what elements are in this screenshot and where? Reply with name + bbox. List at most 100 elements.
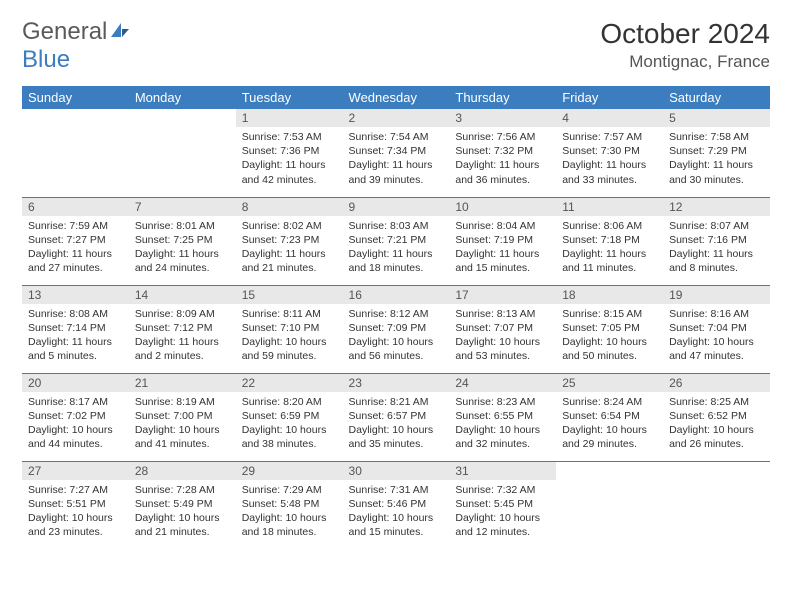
logo: GeneralBlue [22,18,131,74]
calendar-cell-empty [129,109,236,197]
weekday-header: Friday [556,86,663,109]
weekday-header: Thursday [449,86,556,109]
day-number: 7 [129,198,236,216]
day-details: Sunrise: 8:02 AMSunset: 7:23 PMDaylight:… [236,216,343,282]
weekday-header: Sunday [22,86,129,109]
day-details: Sunrise: 8:25 AMSunset: 6:52 PMDaylight:… [663,392,770,458]
day-details: Sunrise: 7:31 AMSunset: 5:46 PMDaylight:… [343,480,450,546]
calendar-cell: 7Sunrise: 8:01 AMSunset: 7:25 PMDaylight… [129,197,236,285]
calendar-cell: 10Sunrise: 8:04 AMSunset: 7:19 PMDayligh… [449,197,556,285]
calendar-cell: 9Sunrise: 8:03 AMSunset: 7:21 PMDaylight… [343,197,450,285]
day-number: 8 [236,198,343,216]
weekday-header: Tuesday [236,86,343,109]
day-number: 21 [129,374,236,392]
month-title: October 2024 [600,18,770,50]
day-number: 14 [129,286,236,304]
weekday-header: Saturday [663,86,770,109]
day-details: Sunrise: 8:19 AMSunset: 7:00 PMDaylight:… [129,392,236,458]
calendar-cell: 8Sunrise: 8:02 AMSunset: 7:23 PMDaylight… [236,197,343,285]
sail-icon [109,18,131,46]
day-details: Sunrise: 8:13 AMSunset: 7:07 PMDaylight:… [449,304,556,370]
calendar-cell: 2Sunrise: 7:54 AMSunset: 7:34 PMDaylight… [343,109,450,197]
calendar-cell: 5Sunrise: 7:58 AMSunset: 7:29 PMDaylight… [663,109,770,197]
day-number: 20 [22,374,129,392]
day-number: 25 [556,374,663,392]
day-details: Sunrise: 7:27 AMSunset: 5:51 PMDaylight:… [22,480,129,546]
day-details: Sunrise: 8:07 AMSunset: 7:16 PMDaylight:… [663,216,770,282]
day-number: 15 [236,286,343,304]
calendar-row: 13Sunrise: 8:08 AMSunset: 7:14 PMDayligh… [22,285,770,373]
weekday-header: Wednesday [343,86,450,109]
day-number: 1 [236,109,343,127]
calendar-row: 20Sunrise: 8:17 AMSunset: 7:02 PMDayligh… [22,373,770,461]
day-number: 5 [663,109,770,127]
title-block: October 2024 Montignac, France [600,18,770,72]
day-details: Sunrise: 7:29 AMSunset: 5:48 PMDaylight:… [236,480,343,546]
day-details: Sunrise: 8:08 AMSunset: 7:14 PMDaylight:… [22,304,129,370]
calendar-cell: 29Sunrise: 7:29 AMSunset: 5:48 PMDayligh… [236,461,343,549]
day-number: 12 [663,198,770,216]
day-number: 24 [449,374,556,392]
calendar-row: 27Sunrise: 7:27 AMSunset: 5:51 PMDayligh… [22,461,770,549]
calendar-cell: 21Sunrise: 8:19 AMSunset: 7:00 PMDayligh… [129,373,236,461]
day-details: Sunrise: 8:15 AMSunset: 7:05 PMDaylight:… [556,304,663,370]
calendar-cell: 20Sunrise: 8:17 AMSunset: 7:02 PMDayligh… [22,373,129,461]
day-details: Sunrise: 8:23 AMSunset: 6:55 PMDaylight:… [449,392,556,458]
calendar-cell: 27Sunrise: 7:27 AMSunset: 5:51 PMDayligh… [22,461,129,549]
day-number: 3 [449,109,556,127]
day-details: Sunrise: 7:56 AMSunset: 7:32 PMDaylight:… [449,127,556,193]
calendar-cell: 19Sunrise: 8:16 AMSunset: 7:04 PMDayligh… [663,285,770,373]
calendar-table: SundayMondayTuesdayWednesdayThursdayFrid… [22,86,770,549]
calendar-cell: 17Sunrise: 8:13 AMSunset: 7:07 PMDayligh… [449,285,556,373]
day-number: 31 [449,462,556,480]
day-details: Sunrise: 8:09 AMSunset: 7:12 PMDaylight:… [129,304,236,370]
calendar-row: 6Sunrise: 7:59 AMSunset: 7:27 PMDaylight… [22,197,770,285]
header: GeneralBlue October 2024 Montignac, Fran… [22,18,770,74]
calendar-cell: 28Sunrise: 7:28 AMSunset: 5:49 PMDayligh… [129,461,236,549]
day-details: Sunrise: 8:17 AMSunset: 7:02 PMDaylight:… [22,392,129,458]
calendar-cell: 6Sunrise: 7:59 AMSunset: 7:27 PMDaylight… [22,197,129,285]
calendar-cell: 4Sunrise: 7:57 AMSunset: 7:30 PMDaylight… [556,109,663,197]
day-number: 16 [343,286,450,304]
calendar-cell: 13Sunrise: 8:08 AMSunset: 7:14 PMDayligh… [22,285,129,373]
day-details: Sunrise: 8:24 AMSunset: 6:54 PMDaylight:… [556,392,663,458]
day-number: 22 [236,374,343,392]
calendar-cell: 23Sunrise: 8:21 AMSunset: 6:57 PMDayligh… [343,373,450,461]
day-number: 28 [129,462,236,480]
calendar-cell: 25Sunrise: 8:24 AMSunset: 6:54 PMDayligh… [556,373,663,461]
calendar-cell: 18Sunrise: 8:15 AMSunset: 7:05 PMDayligh… [556,285,663,373]
weekday-header: Monday [129,86,236,109]
calendar-cell: 30Sunrise: 7:31 AMSunset: 5:46 PMDayligh… [343,461,450,549]
calendar-cell: 14Sunrise: 8:09 AMSunset: 7:12 PMDayligh… [129,285,236,373]
day-number: 19 [663,286,770,304]
day-details: Sunrise: 8:16 AMSunset: 7:04 PMDaylight:… [663,304,770,370]
day-number: 26 [663,374,770,392]
day-details: Sunrise: 7:53 AMSunset: 7:36 PMDaylight:… [236,127,343,193]
day-number: 13 [22,286,129,304]
day-details: Sunrise: 8:20 AMSunset: 6:59 PMDaylight:… [236,392,343,458]
calendar-cell: 3Sunrise: 7:56 AMSunset: 7:32 PMDaylight… [449,109,556,197]
calendar-cell-empty [556,461,663,549]
day-details: Sunrise: 7:54 AMSunset: 7:34 PMDaylight:… [343,127,450,193]
calendar-cell: 16Sunrise: 8:12 AMSunset: 7:09 PMDayligh… [343,285,450,373]
day-details: Sunrise: 8:21 AMSunset: 6:57 PMDaylight:… [343,392,450,458]
day-details: Sunrise: 8:03 AMSunset: 7:21 PMDaylight:… [343,216,450,282]
day-number: 6 [22,198,129,216]
weekday-row: SundayMondayTuesdayWednesdayThursdayFrid… [22,86,770,109]
logo-text-blue: Blue [22,46,70,73]
day-details: Sunrise: 8:01 AMSunset: 7:25 PMDaylight:… [129,216,236,282]
calendar-body: 1Sunrise: 7:53 AMSunset: 7:36 PMDaylight… [22,109,770,549]
day-number: 9 [343,198,450,216]
day-number: 27 [22,462,129,480]
calendar-cell: 26Sunrise: 8:25 AMSunset: 6:52 PMDayligh… [663,373,770,461]
day-number: 29 [236,462,343,480]
calendar-cell: 22Sunrise: 8:20 AMSunset: 6:59 PMDayligh… [236,373,343,461]
calendar-cell: 24Sunrise: 8:23 AMSunset: 6:55 PMDayligh… [449,373,556,461]
day-details: Sunrise: 7:58 AMSunset: 7:29 PMDaylight:… [663,127,770,193]
calendar-cell: 12Sunrise: 8:07 AMSunset: 7:16 PMDayligh… [663,197,770,285]
day-details: Sunrise: 8:06 AMSunset: 7:18 PMDaylight:… [556,216,663,282]
calendar-cell-empty [22,109,129,197]
day-number: 11 [556,198,663,216]
day-details: Sunrise: 7:28 AMSunset: 5:49 PMDaylight:… [129,480,236,546]
day-details: Sunrise: 8:11 AMSunset: 7:10 PMDaylight:… [236,304,343,370]
